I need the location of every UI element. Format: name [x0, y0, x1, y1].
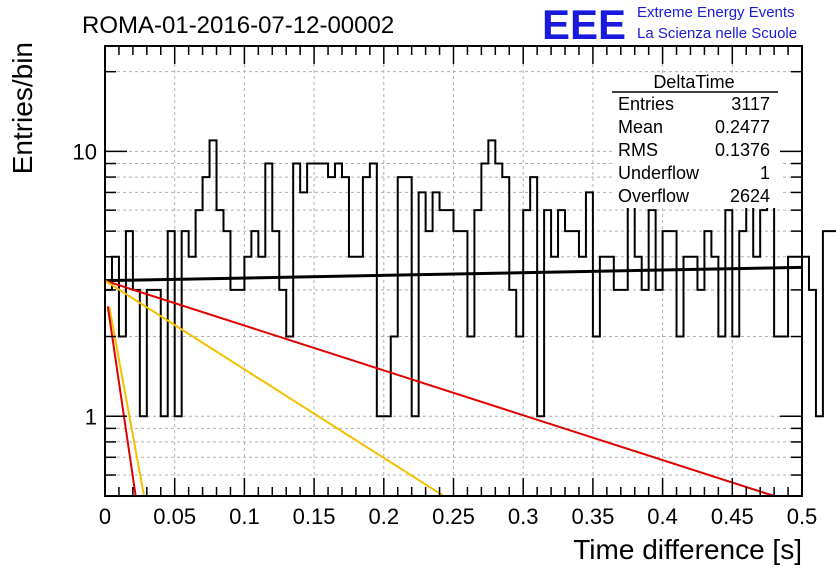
- x-tick-label: 0.3: [508, 504, 539, 529]
- logo-line-1: Extreme Energy Events: [637, 4, 795, 21]
- chart-title: ROMA-01-2016-07-12-00002: [82, 12, 394, 39]
- x-tick-label: 0.1: [229, 504, 260, 529]
- stats-box-title: DeltaTime: [653, 72, 734, 92]
- fit-curve-3: [104, 279, 445, 497]
- x-tick-label: 0.35: [571, 504, 614, 529]
- stats-value: 3117: [731, 94, 770, 114]
- x-axis-label: Time difference [s]: [573, 534, 802, 565]
- stats-label: Underflow: [618, 163, 700, 183]
- fit-curve-1: [104, 265, 803, 283]
- stats-value: 0.2477: [715, 117, 770, 137]
- x-tick-label: 0.45: [711, 504, 754, 529]
- y-axis-label: Entries/bin: [7, 42, 38, 174]
- x-tick-label: 0.05: [153, 504, 196, 529]
- stats-value: 1: [760, 163, 770, 183]
- x-tick-label: 0.15: [293, 504, 336, 529]
- axes: 0 0.05 0.1 0.15 0.2 0.25 0.3 0.35 0.4 0.45 0.5 1 10: [73, 45, 818, 529]
- stats-label: RMS: [618, 140, 658, 160]
- stats-label: Entries: [618, 94, 674, 114]
- x-tick-label: 0.5: [787, 504, 818, 529]
- stats-label: Overflow: [618, 186, 690, 206]
- stats-box: DeltaTime Entries 3117 Mean 0.2477 RMS 0.1376…: [612, 72, 780, 208]
- y-tick-label: 1: [85, 404, 97, 429]
- x-tick-label: 0.2: [369, 504, 400, 529]
- y-tick-label: 10: [73, 139, 97, 164]
- x-tick-label: 0.4: [647, 504, 678, 529]
- x-tick-label: 0: [99, 504, 111, 529]
- stats-box-background: [612, 74, 780, 208]
- fit-curve-2: [104, 279, 775, 497]
- eee-logo-mark: EEE: [542, 1, 626, 48]
- logo-line-2: La Scienza nelle Scuole: [637, 25, 797, 42]
- fit-curves: [104, 265, 803, 497]
- fit-curve-4: [108, 306, 146, 497]
- x-tick-label: 0.25: [432, 504, 475, 529]
- fit-curve-5: [106, 306, 137, 497]
- stats-value: 0.1376: [715, 140, 770, 160]
- stats-label: Mean: [618, 117, 663, 137]
- stats-value: 2624: [730, 186, 770, 206]
